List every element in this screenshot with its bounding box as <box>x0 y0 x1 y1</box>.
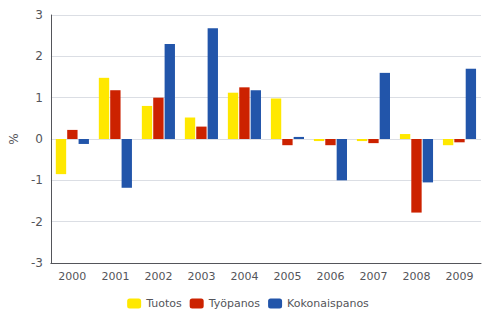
svg-text:-2: -2 <box>31 215 43 229</box>
svg-text:0: 0 <box>35 132 43 146</box>
svg-text:2002: 2002 <box>144 270 172 283</box>
svg-text:2006: 2006 <box>316 270 344 283</box>
svg-text:2001: 2001 <box>101 270 129 283</box>
svg-text:Työpanos: Työpanos <box>208 297 261 310</box>
svg-text:Tuotos: Tuotos <box>145 297 182 310</box>
svg-text:2007: 2007 <box>359 270 387 283</box>
svg-text:2004: 2004 <box>230 270 258 283</box>
svg-text:3: 3 <box>35 8 43 22</box>
svg-text:2: 2 <box>35 49 43 63</box>
svg-text:-3: -3 <box>31 256 43 270</box>
svg-text:Kokonaispanos: Kokonaispanos <box>287 297 369 310</box>
svg-text:2005: 2005 <box>273 270 301 283</box>
svg-text:2003: 2003 <box>187 270 215 283</box>
svg-text:-1: -1 <box>31 173 43 187</box>
svg-text:%: % <box>7 133 21 144</box>
svg-text:2009: 2009 <box>445 270 473 283</box>
svg-text:1: 1 <box>35 91 43 105</box>
svg-text:2000: 2000 <box>58 270 86 283</box>
svg-text:2008: 2008 <box>402 270 430 283</box>
